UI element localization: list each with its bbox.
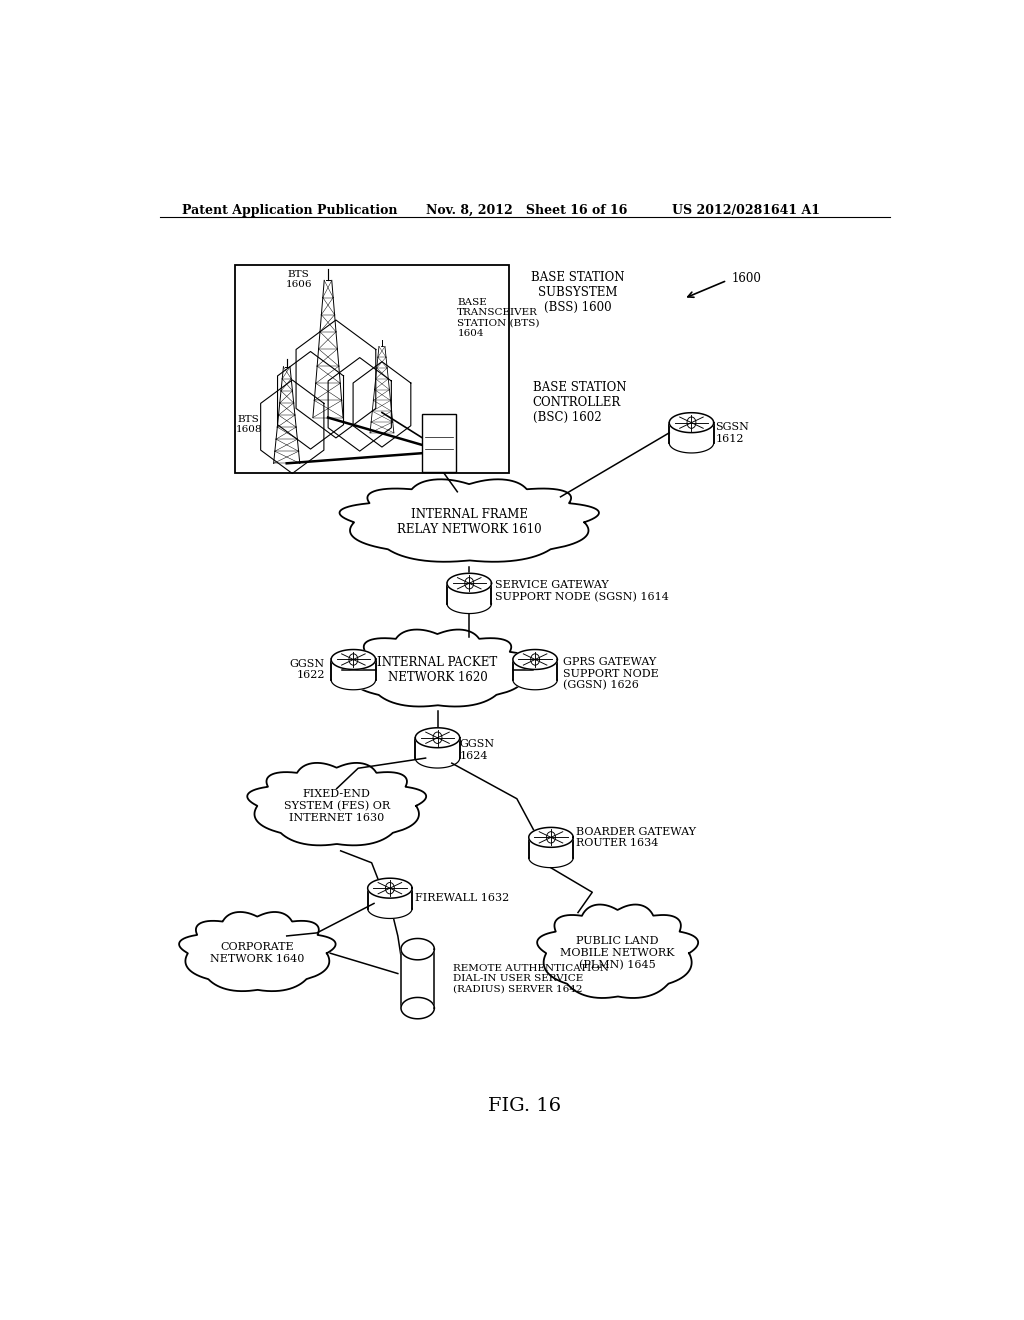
Polygon shape	[416, 738, 460, 768]
Text: FIXED-END
SYSTEM (FES) OR
INTERNET 1630: FIXED-END SYSTEM (FES) OR INTERNET 1630	[284, 789, 390, 822]
Polygon shape	[331, 660, 376, 690]
Polygon shape	[331, 649, 376, 669]
Polygon shape	[340, 479, 599, 562]
Text: REMOTE AUTHENTICATION
DIAL-IN USER SERVICE
(RADIUS) SERVER 1642: REMOTE AUTHENTICATION DIAL-IN USER SERVI…	[454, 964, 609, 994]
Polygon shape	[513, 660, 557, 690]
Text: SERVICE GATEWAY
SUPPORT NODE (SGSN) 1614: SERVICE GATEWAY SUPPORT NODE (SGSN) 1614	[495, 581, 669, 602]
Polygon shape	[670, 413, 714, 433]
Polygon shape	[528, 828, 573, 847]
Polygon shape	[401, 998, 434, 1019]
Polygon shape	[528, 837, 573, 867]
Text: BASE
TRANSCEIVER
STATION (BTS)
1604: BASE TRANSCEIVER STATION (BTS) 1604	[458, 298, 540, 338]
Text: Nov. 8, 2012   Sheet 16 of 16: Nov. 8, 2012 Sheet 16 of 16	[426, 205, 627, 216]
Polygon shape	[368, 888, 412, 919]
Text: BTS
1608: BTS 1608	[236, 414, 262, 434]
Text: BASE STATION
CONTROLLER
(BSC) 1602: BASE STATION CONTROLLER (BSC) 1602	[532, 381, 627, 424]
Polygon shape	[670, 422, 714, 453]
Text: INTERNAL FRAME
RELAY NETWORK 1610: INTERNAL FRAME RELAY NETWORK 1610	[397, 508, 542, 536]
Polygon shape	[179, 912, 336, 991]
Text: PUBLIC LAND
MOBILE NETWORK
(PLMN) 1645: PUBLIC LAND MOBILE NETWORK (PLMN) 1645	[560, 936, 675, 970]
Bar	[236, 265, 509, 474]
Text: CORPORATE
NETWORK 1640: CORPORATE NETWORK 1640	[210, 942, 304, 964]
Text: BTS
1606: BTS 1606	[286, 269, 312, 289]
Polygon shape	[513, 649, 557, 669]
Text: SGSN
1612: SGSN 1612	[715, 422, 750, 444]
Text: GGSN
1622: GGSN 1622	[290, 659, 325, 680]
Polygon shape	[416, 727, 460, 747]
Text: US 2012/0281641 A1: US 2012/0281641 A1	[672, 205, 819, 216]
Polygon shape	[538, 904, 698, 998]
Polygon shape	[344, 630, 531, 706]
Bar	[423, 413, 456, 473]
Text: 1600: 1600	[731, 272, 761, 285]
Text: BOARDER GATEWAY
ROUTER 1634: BOARDER GATEWAY ROUTER 1634	[577, 826, 696, 849]
Text: GGSN
1624: GGSN 1624	[460, 739, 495, 760]
Text: BASE STATION
SUBSYSTEM
(BSS) 1600: BASE STATION SUBSYSTEM (BSS) 1600	[531, 271, 625, 314]
Polygon shape	[247, 763, 426, 845]
Polygon shape	[401, 949, 434, 1008]
Polygon shape	[401, 939, 434, 960]
Text: FIG. 16: FIG. 16	[488, 1097, 561, 1114]
Text: Patent Application Publication: Patent Application Publication	[182, 205, 397, 216]
Polygon shape	[447, 583, 492, 614]
Text: FIREWALL 1632: FIREWALL 1632	[416, 894, 510, 903]
Polygon shape	[447, 573, 492, 593]
Text: INTERNAL PACKET
NETWORK 1620: INTERNAL PACKET NETWORK 1620	[378, 656, 498, 684]
Text: GPRS GATEWAY
SUPPORT NODE
(GGSN) 1626: GPRS GATEWAY SUPPORT NODE (GGSN) 1626	[563, 657, 658, 690]
Polygon shape	[368, 878, 412, 898]
